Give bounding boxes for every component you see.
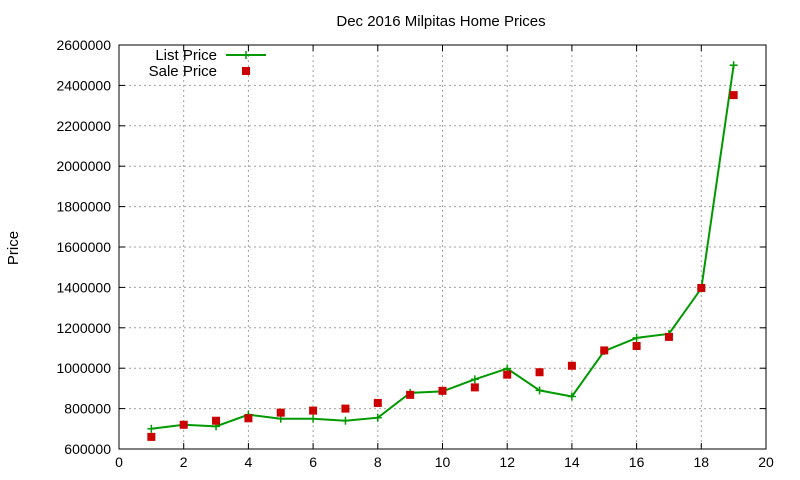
legend-list-price-label: List Price	[155, 47, 217, 64]
list-price-point	[729, 61, 738, 70]
list-price-point	[373, 413, 382, 422]
x-tick-label: 12	[499, 454, 515, 470]
x-tick-label: 6	[309, 454, 317, 470]
sale-price-point	[244, 414, 253, 423]
x-tick-label: 18	[694, 454, 710, 470]
sale-price-point	[406, 390, 415, 399]
sale-price-point	[309, 406, 318, 415]
sale-price-point	[212, 416, 221, 425]
sale-price-point	[729, 91, 738, 100]
x-tick-label: 2	[180, 454, 188, 470]
sale-price-point	[503, 370, 512, 379]
x-tick-label: 14	[564, 454, 580, 470]
sale-price-point	[276, 408, 285, 417]
y-tick-label: 800000	[64, 401, 111, 417]
list-price-point	[567, 392, 576, 401]
y-tick-label: 1600000	[56, 239, 111, 255]
list-price-point	[341, 416, 350, 425]
x-tick-label: 0	[115, 454, 123, 470]
sale-price-series	[147, 91, 738, 441]
x-tick-label: 20	[758, 454, 774, 470]
sale-price-point	[470, 383, 479, 392]
chart-title: Dec 2016 Milpitas Home Prices	[336, 13, 545, 30]
y-axis-label: Price	[5, 231, 22, 265]
axis-ticks: 0 2 4 6 8 10 12 14 16 18 20 600000 800000 1000000 1200…	[56, 37, 774, 470]
y-tick-label: 1400000	[56, 279, 111, 295]
y-tick-label: 1200000	[56, 320, 111, 336]
list-price-point	[470, 375, 479, 384]
sale-price-point	[664, 332, 673, 341]
sale-price-point	[438, 386, 447, 395]
legend-sale-price-swatch	[242, 67, 250, 75]
sale-price-point	[697, 284, 706, 293]
y-tick-label: 600000	[64, 441, 111, 457]
list-price-point	[147, 424, 156, 433]
y-tick-label: 1800000	[56, 199, 111, 215]
legend-sale-price-label: Sale Price	[149, 63, 217, 80]
plot-series	[147, 61, 738, 441]
sale-price-point	[567, 361, 576, 370]
list-price-point	[632, 333, 641, 342]
x-tick-label: 10	[435, 454, 451, 470]
sale-price-point	[535, 368, 544, 377]
y-tick-label: 2200000	[56, 118, 111, 134]
legend-list-price-marker	[242, 51, 250, 59]
list-price-point	[535, 386, 544, 395]
y-tick-label: 1000000	[56, 360, 111, 376]
x-tick-label: 16	[629, 454, 645, 470]
sale-price-point	[179, 420, 188, 429]
list-price-point	[309, 414, 318, 423]
sale-price-point	[373, 398, 382, 407]
y-tick-label: 2400000	[56, 77, 111, 93]
grid	[119, 45, 766, 449]
x-tick-label: 8	[374, 454, 382, 470]
y-tick-label: 2600000	[56, 37, 111, 53]
sale-price-point	[600, 346, 609, 355]
sale-price-point	[632, 341, 641, 350]
plot-border	[118, 44, 767, 450]
y-tick-label: 2000000	[56, 158, 111, 174]
sale-price-point	[147, 432, 156, 441]
x-tick-label: 4	[245, 454, 253, 470]
sale-price-point	[341, 404, 350, 413]
